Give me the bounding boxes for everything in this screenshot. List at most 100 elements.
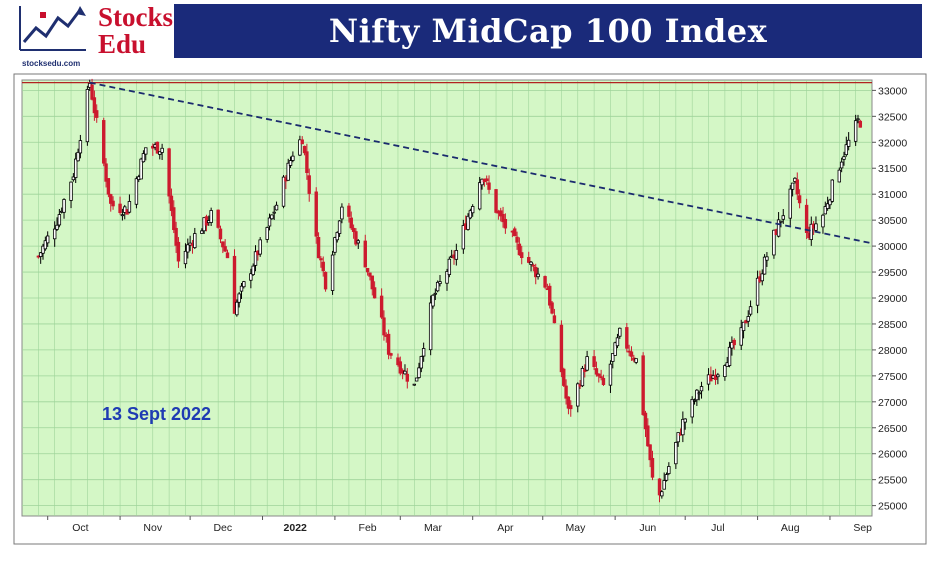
y-tick-label: 26000 (878, 449, 907, 461)
candle (158, 151, 162, 160)
candle (372, 281, 377, 299)
candle (62, 198, 66, 219)
candle-body (347, 205, 351, 217)
candle (398, 356, 402, 376)
candle (531, 263, 536, 272)
y-tick-label: 27500 (878, 371, 907, 383)
candle-body (349, 217, 353, 229)
candle (487, 175, 491, 194)
candle-body (825, 203, 830, 209)
candle-body (389, 353, 393, 356)
candle-body (286, 162, 290, 181)
candle-body (335, 232, 339, 241)
candle (242, 280, 246, 289)
candle-body (713, 374, 718, 380)
candle-body (641, 355, 645, 415)
candle (692, 398, 697, 405)
candle-body (664, 474, 669, 481)
candle (548, 283, 552, 309)
candle (141, 150, 146, 163)
candle (55, 217, 59, 231)
candle (172, 200, 176, 234)
candle-body (727, 346, 732, 366)
candle-body (438, 281, 442, 285)
candle (417, 362, 421, 379)
candle (365, 267, 370, 276)
candle (235, 299, 239, 317)
candle (466, 213, 470, 231)
candle (52, 221, 57, 247)
candle (730, 336, 734, 356)
candle-body (351, 227, 356, 232)
candle (564, 379, 568, 405)
candle (239, 282, 244, 299)
candle-body (629, 351, 634, 357)
candle (223, 239, 227, 253)
candle-body (321, 261, 325, 272)
candle-body (657, 478, 662, 496)
y-tick-label: 29500 (878, 267, 907, 279)
candle-body (690, 398, 694, 418)
candle-body (160, 147, 164, 153)
candle (611, 353, 615, 369)
candle (559, 320, 564, 378)
candle-body (340, 206, 344, 220)
candle (118, 196, 122, 215)
candle-body (846, 139, 851, 147)
candle-body (272, 211, 276, 214)
candle (583, 364, 587, 378)
candle (625, 322, 629, 353)
candle (221, 241, 225, 254)
candle-body (232, 255, 237, 314)
candle-body (515, 236, 519, 243)
candle-body (477, 182, 482, 210)
candle-body (396, 357, 400, 366)
y-tick-label: 29000 (878, 293, 907, 305)
candle-body (683, 418, 687, 423)
candle (109, 193, 113, 212)
y-tick-label: 26500 (878, 423, 907, 435)
candle (748, 300, 753, 317)
candle (379, 288, 384, 320)
candle (134, 176, 139, 209)
candle (251, 263, 255, 276)
candle-body (412, 383, 417, 386)
candle-body (625, 327, 629, 349)
y-tick-label: 28500 (878, 319, 907, 331)
candle (732, 338, 736, 350)
candle-body (501, 213, 505, 223)
candle (120, 208, 125, 221)
candle-body (428, 302, 433, 351)
candle-body (611, 353, 615, 362)
candle (660, 490, 664, 499)
candle (76, 148, 80, 162)
candle (435, 280, 440, 293)
candle (648, 444, 652, 468)
logo-line2: Edu (98, 29, 147, 59)
candle-body (695, 389, 699, 401)
candle-body (155, 141, 160, 154)
candle (566, 396, 571, 415)
candle-body (445, 271, 449, 284)
candle-body (354, 231, 358, 245)
candle-body (536, 273, 540, 278)
gridlines (22, 80, 872, 516)
candle-body (814, 223, 818, 231)
candle-body (470, 206, 475, 214)
candle (713, 368, 718, 385)
candle (340, 203, 344, 224)
candle (92, 90, 97, 121)
candle (78, 134, 83, 159)
candle (316, 232, 321, 259)
chart-logo-icon (19, 6, 86, 51)
candle (534, 263, 538, 285)
candle (699, 381, 704, 399)
candle-body (379, 295, 384, 318)
candle (265, 226, 269, 243)
candle (445, 268, 449, 291)
candle-body (71, 176, 76, 181)
candle (396, 353, 400, 367)
candle-body (95, 110, 99, 118)
candle-body (186, 244, 190, 253)
candle (781, 208, 785, 224)
